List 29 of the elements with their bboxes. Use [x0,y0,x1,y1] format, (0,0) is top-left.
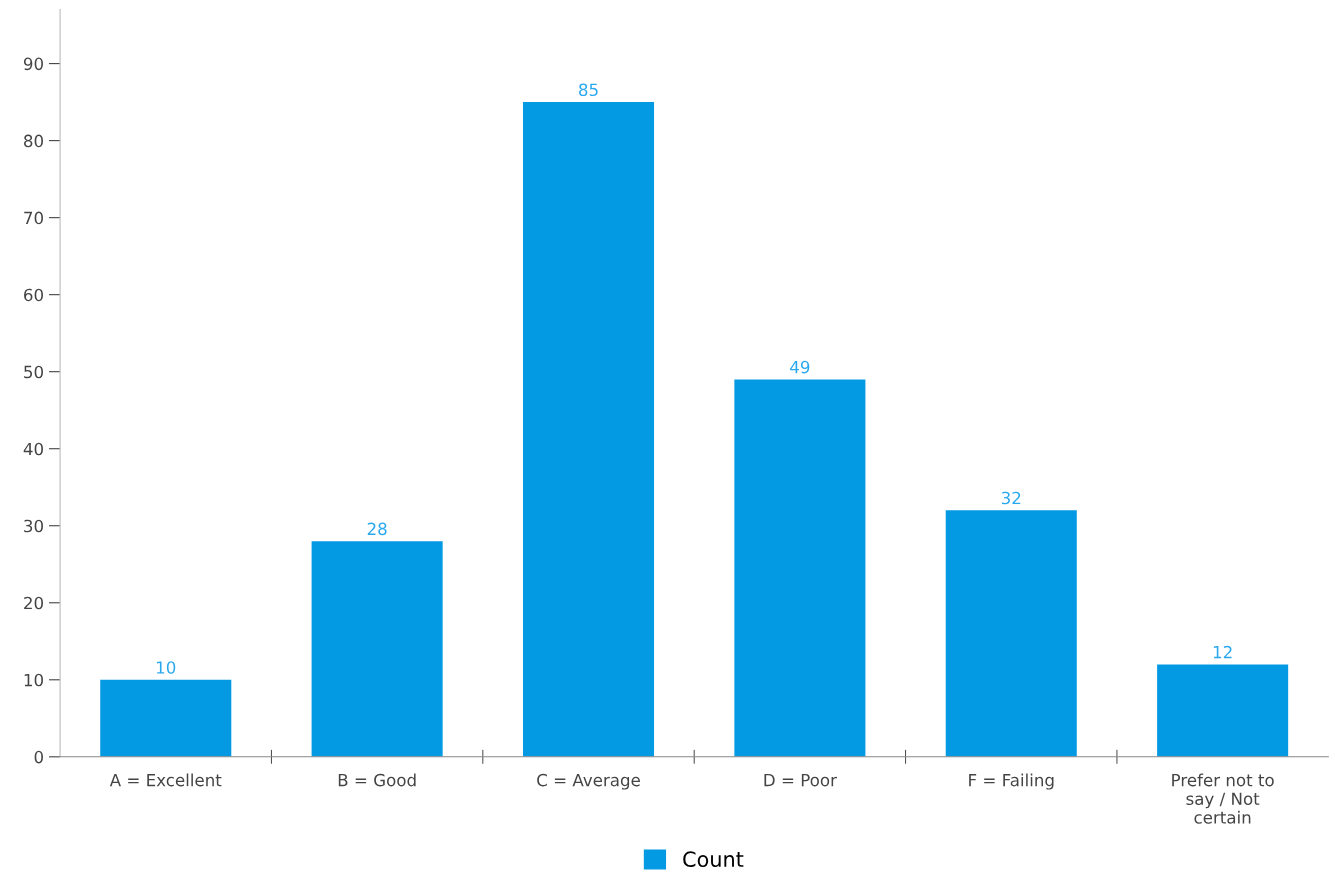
y-tick-label: 70 [24,211,43,225]
x-tick-label: D = Poor [764,774,837,787]
y-tick-label: 0 [34,750,43,764]
y-tick-label: 80 [24,134,43,148]
y-tick-label: 10 [24,673,43,687]
x-tick-label: A = Excellent [109,773,222,787]
x-tick-label: C = Average [537,773,640,790]
y-tick-label: 60 [24,288,43,302]
y-tick-label: 30 [24,519,43,533]
bar [522,102,655,757]
x-tick-label: B = Good [338,773,416,787]
data-label: 28 [367,522,387,536]
x-tick-label: F = Failing [969,773,1054,790]
bar [311,541,443,757]
bar [734,379,866,757]
bar [1157,664,1289,757]
bar [945,510,1077,757]
x-tick-label: Prefer not to say / Not certain [1172,773,1274,824]
y-tick-label: 20 [24,596,43,610]
bar [100,679,232,757]
data-label: 32 [1001,491,1021,505]
y-tick-label: 50 [24,365,43,379]
data-label: 10 [156,661,176,674]
data-label: 49 [790,360,810,374]
data-label: 85 [579,83,598,97]
y-tick-label: 40 [23,442,43,456]
data-label: 12 [1213,645,1232,659]
legend-label: Count [683,851,744,868]
y-tick-label: 90 [23,57,43,71]
